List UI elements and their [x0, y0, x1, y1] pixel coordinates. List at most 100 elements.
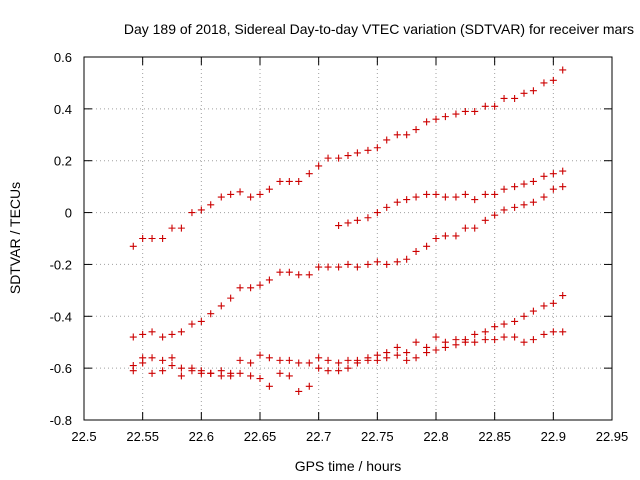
- x-tick-label: 22.55: [126, 429, 159, 444]
- data-point: [520, 89, 528, 97]
- data-point: [344, 364, 352, 372]
- data-point: [324, 356, 332, 364]
- data-point: [168, 362, 176, 370]
- data-point: [441, 343, 449, 351]
- data-point: [549, 76, 557, 84]
- data-point: [549, 185, 557, 193]
- data-point: [236, 284, 244, 292]
- data-point: [491, 336, 499, 344]
- data-point: [265, 276, 273, 284]
- series-middle-high: [335, 167, 567, 230]
- data-point: [315, 263, 323, 271]
- data-point: [247, 372, 255, 380]
- data-point: [441, 232, 449, 240]
- data-point: [559, 183, 567, 191]
- data-point: [285, 356, 293, 364]
- y-tick-label: 0.4: [54, 102, 72, 117]
- data-point: [177, 364, 185, 372]
- data-point: [148, 369, 156, 377]
- data-point: [540, 302, 548, 310]
- data-point: [393, 258, 401, 266]
- data-point: [159, 333, 167, 341]
- series-upper: [129, 66, 567, 250]
- y-tick-label: -0.6: [50, 361, 72, 376]
- data-point: [139, 359, 147, 367]
- x-tick-label: 22.75: [361, 429, 394, 444]
- data-point: [276, 268, 284, 276]
- data-point: [511, 94, 519, 102]
- data-point: [452, 341, 460, 349]
- data-point: [549, 299, 557, 307]
- data-point: [353, 216, 361, 224]
- data-point: [383, 260, 391, 268]
- data-point: [500, 94, 508, 102]
- data-point: [335, 359, 343, 367]
- y-tick-label: -0.4: [50, 309, 72, 324]
- data-point: [276, 177, 284, 185]
- data-points: [129, 66, 567, 395]
- data-point: [315, 354, 323, 362]
- data-point: [353, 359, 361, 367]
- series-lower-a: [129, 292, 567, 377]
- data-point: [373, 356, 381, 364]
- data-point: [315, 364, 323, 372]
- data-point: [236, 188, 244, 196]
- data-point: [335, 154, 343, 162]
- data-point: [383, 203, 391, 211]
- data-point: [159, 356, 167, 364]
- ticks: [83, 56, 613, 421]
- data-point: [452, 110, 460, 118]
- data-point: [511, 183, 519, 191]
- data-point: [412, 193, 420, 201]
- data-point: [148, 354, 156, 362]
- data-point: [344, 219, 352, 227]
- data-point: [540, 172, 548, 180]
- y-tick-label: 0: [65, 206, 72, 221]
- data-point: [295, 387, 303, 395]
- data-point: [256, 190, 264, 198]
- data-point: [305, 170, 313, 178]
- data-point: [432, 115, 440, 123]
- data-point: [393, 198, 401, 206]
- data-point: [159, 367, 167, 375]
- data-point: [177, 372, 185, 380]
- data-point: [188, 320, 196, 328]
- data-point: [324, 154, 332, 162]
- data-point: [197, 317, 205, 325]
- data-point: [432, 235, 440, 242]
- data-point: [227, 190, 235, 198]
- data-point: [139, 330, 147, 338]
- data-point: [227, 294, 235, 302]
- data-point: [540, 330, 548, 338]
- data-point: [441, 193, 449, 201]
- data-point: [168, 354, 176, 362]
- data-point: [540, 79, 548, 87]
- data-point: [412, 247, 420, 255]
- data-point: [353, 149, 361, 157]
- data-point: [344, 356, 352, 364]
- data-point: [247, 284, 255, 292]
- data-point: [471, 224, 479, 232]
- data-point: [559, 167, 567, 175]
- data-point: [520, 201, 528, 209]
- data-point: [500, 185, 508, 193]
- data-point: [207, 201, 215, 209]
- data-point: [529, 198, 537, 206]
- data-point: [197, 369, 205, 377]
- data-point: [383, 136, 391, 144]
- data-point: [285, 268, 293, 276]
- data-point: [393, 343, 401, 351]
- data-point: [412, 126, 420, 134]
- data-point: [559, 292, 567, 300]
- data-point: [529, 87, 537, 95]
- data-point: [423, 190, 431, 198]
- data-point: [159, 235, 167, 242]
- data-point: [403, 356, 411, 364]
- data-point: [344, 260, 352, 268]
- data-point: [393, 131, 401, 139]
- data-point: [295, 177, 303, 185]
- data-point: [520, 312, 528, 320]
- data-point: [423, 118, 431, 126]
- data-point: [491, 211, 499, 219]
- data-point: [148, 328, 156, 336]
